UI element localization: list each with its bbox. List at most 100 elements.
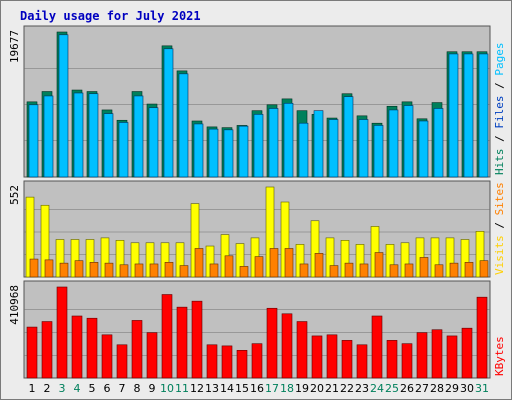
legend-part: Hits — [493, 149, 506, 176]
day-label: 5 — [89, 382, 96, 395]
bar-kbytes — [431, 329, 443, 379]
bar-files — [433, 108, 444, 178]
day-label: 15 — [235, 382, 249, 395]
day-label: 10 — [160, 382, 174, 395]
bar-sites — [404, 263, 414, 278]
day-label: 24 — [370, 382, 384, 395]
bar-files — [328, 119, 339, 178]
bar-files — [223, 129, 234, 178]
day-label: 14 — [220, 382, 234, 395]
legend-part: Sites — [493, 182, 506, 215]
bar-files — [373, 125, 384, 178]
bar-sites — [389, 264, 399, 278]
y-max-label: 552 — [8, 185, 21, 205]
day-label: 27 — [415, 382, 429, 395]
bar-files — [208, 128, 219, 178]
bar-files — [358, 119, 369, 178]
bar-files — [253, 114, 264, 178]
bar-kbytes — [71, 315, 83, 379]
legend-part: Visits — [493, 235, 506, 275]
bar-sites — [224, 255, 234, 278]
series-legend-label: Hits / Files / Pages — [493, 43, 506, 176]
day-label: 6 — [104, 382, 111, 395]
legend-part: / — [493, 76, 506, 96]
bar-kbytes — [326, 334, 338, 379]
bar-sites — [329, 265, 339, 278]
day-label: 21 — [325, 382, 339, 395]
bar-files — [43, 95, 54, 178]
day-label: 3 — [59, 382, 66, 395]
bar-kbytes — [26, 326, 38, 379]
day-label: 12 — [190, 382, 204, 395]
bar-files — [193, 123, 204, 178]
bar-sites — [29, 258, 39, 278]
bar-sites — [299, 263, 309, 278]
bar-kbytes — [341, 340, 353, 379]
day-label: 28 — [430, 382, 444, 395]
legend-part: Pages — [493, 43, 506, 76]
legend-part: KBytes — [493, 336, 506, 376]
panel-bottom: 410968 KBytes — [8, 280, 506, 379]
y-max-label: 19677 — [8, 30, 21, 63]
day-label: 19 — [295, 382, 309, 395]
bar-sites — [149, 263, 159, 278]
bar-files — [133, 95, 144, 178]
bar-kbytes — [416, 332, 428, 379]
bar-kbytes — [161, 294, 173, 379]
bar-sites — [179, 265, 189, 278]
bar-kbytes — [101, 334, 113, 379]
day-labels: 1 2 3 4 5 6 7 8 9 10 11 12 13 14 15 16 17 18 19 20 21 22 23 24 2… — [29, 382, 490, 395]
bar-sites — [479, 260, 489, 278]
chart-title: Daily usage for July 2021 — [20, 9, 201, 23]
bar-kbytes — [176, 306, 188, 379]
bar-sites — [74, 260, 84, 278]
bar-kbytes — [446, 335, 458, 379]
day-label: 18 — [280, 382, 294, 395]
bar-kbytes — [221, 345, 233, 379]
day-label: 23 — [355, 382, 369, 395]
bar-sites — [134, 263, 144, 278]
bar-files — [418, 120, 429, 178]
bar-files — [28, 104, 39, 178]
day-label: 22 — [340, 382, 354, 395]
series-legend-label: KBytes — [493, 336, 506, 376]
bar-sites — [344, 262, 354, 278]
day-label: 1 — [29, 382, 36, 395]
bar-files — [103, 113, 114, 178]
bar-kbytes — [131, 320, 143, 379]
bar-sites — [194, 248, 204, 278]
day-label: 8 — [134, 382, 141, 395]
bar-sites — [284, 248, 294, 278]
panel-middle: 552 Visits / Sites — [8, 180, 506, 278]
bar-kbytes — [86, 317, 98, 379]
bar-files — [463, 53, 474, 178]
bar-sites — [434, 264, 444, 278]
day-label: 20 — [310, 382, 324, 395]
bar-files — [88, 93, 99, 178]
bar-sites — [449, 262, 459, 278]
bar-files — [148, 107, 159, 178]
bar-files — [313, 110, 324, 178]
day-label: 26 — [400, 382, 414, 395]
bar-kbytes — [206, 344, 218, 379]
day-label: 30 — [460, 382, 474, 395]
bar-sites — [314, 253, 324, 278]
bar-sites — [59, 262, 69, 278]
bar-kbytes — [461, 327, 473, 379]
bar-files — [343, 96, 354, 178]
y-max-label: 410968 — [8, 285, 21, 325]
bar-kbytes — [251, 343, 263, 379]
day-label: 7 — [119, 382, 126, 395]
bar-kbytes — [236, 350, 248, 379]
bar-sites — [464, 262, 474, 278]
day-label: 4 — [74, 382, 81, 395]
bar-kbytes — [191, 300, 203, 379]
day-label: 16 — [250, 382, 264, 395]
bar-kbytes — [146, 332, 158, 379]
bar-sites — [374, 252, 384, 278]
bar-sites — [209, 263, 219, 278]
bar-files — [118, 122, 129, 178]
bar-kbytes — [116, 344, 128, 379]
bar-files — [163, 48, 174, 178]
